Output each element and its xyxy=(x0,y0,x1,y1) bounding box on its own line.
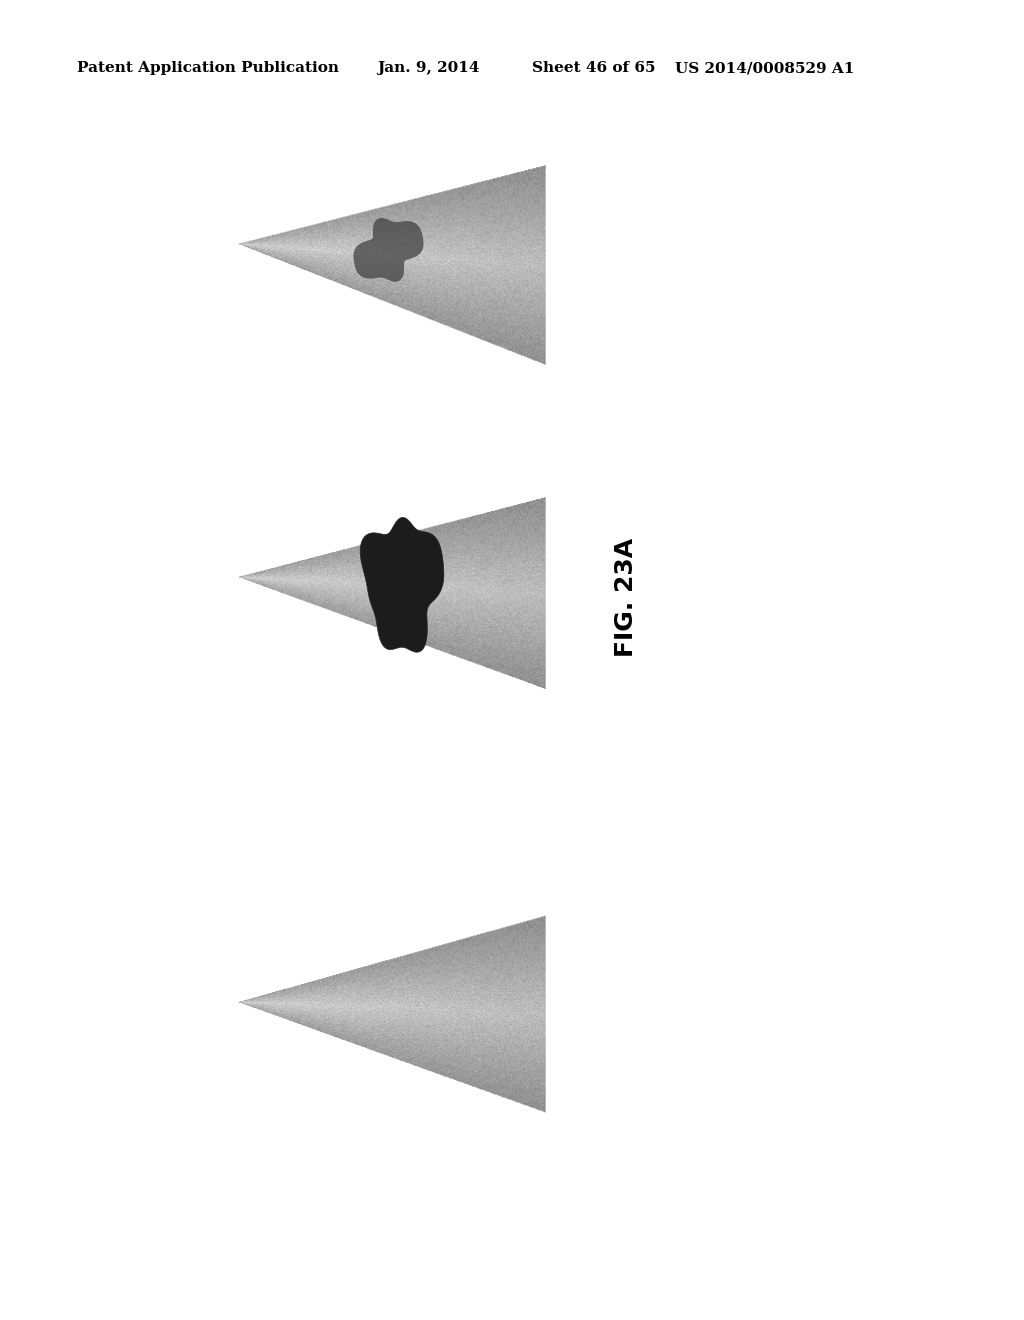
Polygon shape xyxy=(239,165,546,364)
Text: US 2014/0008529 A1: US 2014/0008529 A1 xyxy=(675,61,854,75)
Polygon shape xyxy=(353,218,424,281)
Polygon shape xyxy=(239,498,546,689)
Polygon shape xyxy=(239,916,546,1113)
Bar xyxy=(244,898,251,952)
Polygon shape xyxy=(360,517,443,652)
Text: Jan. 9, 2014: Jan. 9, 2014 xyxy=(377,61,479,75)
Text: Patent Application Publication: Patent Application Publication xyxy=(77,61,339,75)
Text: Sheet 46 of 65: Sheet 46 of 65 xyxy=(532,61,656,75)
Text: FIG. 23A: FIG. 23A xyxy=(614,537,638,656)
